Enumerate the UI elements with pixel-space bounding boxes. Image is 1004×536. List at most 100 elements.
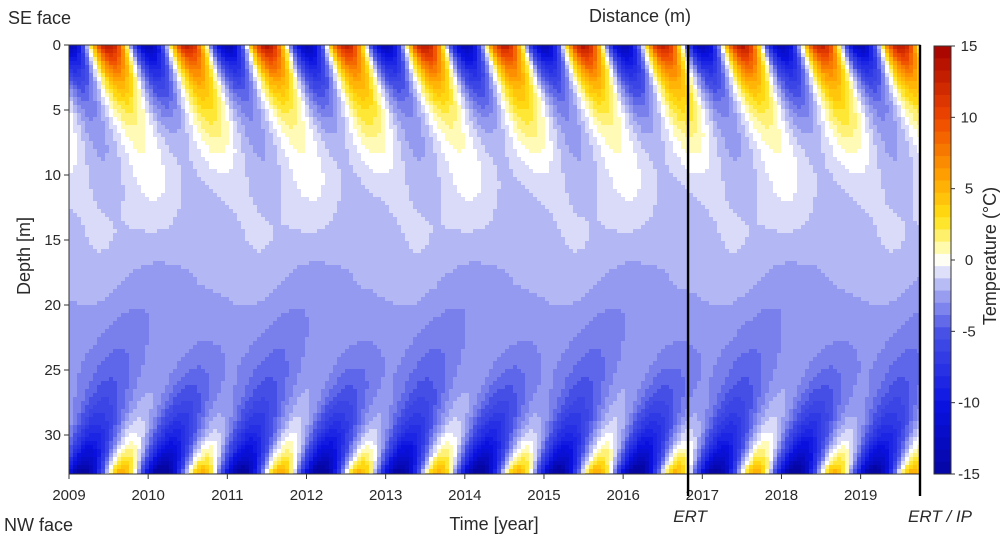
heat-cell	[401, 105, 406, 110]
heat-cell	[637, 133, 642, 138]
heat-cell	[125, 129, 130, 134]
heat-cell	[133, 61, 138, 66]
heat-cell	[177, 49, 182, 54]
heat-cell	[573, 85, 578, 90]
heat-cell	[201, 133, 206, 138]
heat-cell	[745, 129, 750, 134]
heat-cell	[505, 125, 510, 130]
heat-cell	[197, 65, 202, 70]
heat-cell	[789, 81, 794, 86]
heat-cell	[525, 117, 530, 122]
heat-cell	[853, 101, 858, 106]
heat-cell	[469, 69, 474, 74]
heat-cell	[345, 89, 350, 94]
heat-cell	[413, 133, 418, 138]
heat-cell	[485, 85, 490, 90]
heat-cell	[313, 77, 318, 82]
heat-cell	[317, 101, 322, 106]
heat-cell	[337, 57, 342, 62]
heat-cell	[137, 45, 142, 50]
heat-cell	[853, 81, 858, 86]
heat-cell	[473, 73, 478, 78]
heat-cell	[257, 101, 262, 106]
heat-cell	[753, 125, 758, 130]
heat-cell	[777, 81, 782, 86]
heat-cell	[385, 97, 390, 102]
heat-cell	[473, 57, 478, 62]
heat-cell	[169, 105, 174, 110]
heat-cell	[221, 121, 226, 126]
heat-cell	[257, 77, 262, 82]
heat-cell	[889, 97, 894, 102]
heat-cell	[93, 57, 98, 62]
heat-cell	[233, 97, 238, 102]
heat-cell	[593, 85, 598, 90]
heat-cell	[641, 89, 646, 94]
heat-cell	[189, 121, 194, 126]
heat-cell	[369, 113, 374, 118]
heat-cell	[433, 133, 438, 138]
heat-cell	[805, 133, 810, 138]
heat-cell	[585, 49, 590, 54]
heat-cell	[113, 105, 118, 110]
heat-cell	[365, 89, 370, 94]
heat-cell	[825, 49, 830, 54]
heat-cell	[353, 45, 358, 50]
heat-cell	[449, 117, 454, 122]
heat-cell	[641, 61, 646, 66]
heat-cell	[621, 89, 626, 94]
heat-cell	[781, 89, 786, 94]
heat-cell	[721, 93, 726, 98]
heat-cell	[409, 53, 414, 58]
heat-cell	[89, 89, 94, 94]
heat-cell	[461, 49, 466, 54]
heat-cell	[645, 89, 650, 94]
heat-cell	[913, 133, 918, 138]
heat-cell	[313, 85, 318, 90]
heat-cell	[541, 101, 546, 106]
heat-cell	[217, 109, 222, 114]
heat-cell	[737, 53, 742, 58]
heat-cell	[333, 125, 338, 130]
heat-cell	[465, 129, 470, 134]
heat-cell	[613, 125, 618, 130]
heat-cell	[381, 89, 386, 94]
heat-cell	[169, 69, 174, 74]
heat-cell	[141, 125, 146, 130]
heat-cell	[713, 61, 718, 66]
heat-cell	[445, 69, 450, 74]
heat-cell	[637, 113, 642, 118]
heat-cell	[357, 97, 362, 102]
heat-cell	[497, 133, 502, 138]
heat-cell	[69, 129, 74, 134]
heat-cell	[97, 117, 102, 122]
heat-cell	[773, 121, 778, 126]
heat-cell	[229, 73, 234, 78]
heat-cell	[721, 113, 726, 118]
heat-cell	[81, 57, 86, 62]
heat-cell	[185, 121, 190, 126]
heat-cell	[357, 133, 362, 138]
heat-cell	[861, 53, 866, 58]
heat-cell	[537, 101, 542, 106]
heat-cell	[581, 45, 586, 50]
heat-cell	[745, 73, 750, 78]
heat-cell	[121, 69, 126, 74]
heat-cell	[761, 61, 766, 66]
heat-cell	[697, 49, 702, 54]
heat-cell	[93, 85, 98, 90]
heat-cell	[405, 65, 410, 70]
heat-cell	[753, 93, 758, 98]
heat-cell	[209, 129, 214, 134]
heat-cell	[105, 89, 110, 94]
heat-cell	[573, 61, 578, 66]
heat-cell	[161, 93, 166, 98]
heat-cell	[281, 85, 286, 90]
heat-cell	[209, 81, 214, 86]
heat-cell	[225, 49, 230, 54]
heat-cell	[869, 121, 874, 126]
heat-cell	[273, 85, 278, 90]
heat-cell	[529, 49, 534, 54]
heat-cell	[473, 81, 478, 86]
heat-cell	[633, 53, 638, 58]
